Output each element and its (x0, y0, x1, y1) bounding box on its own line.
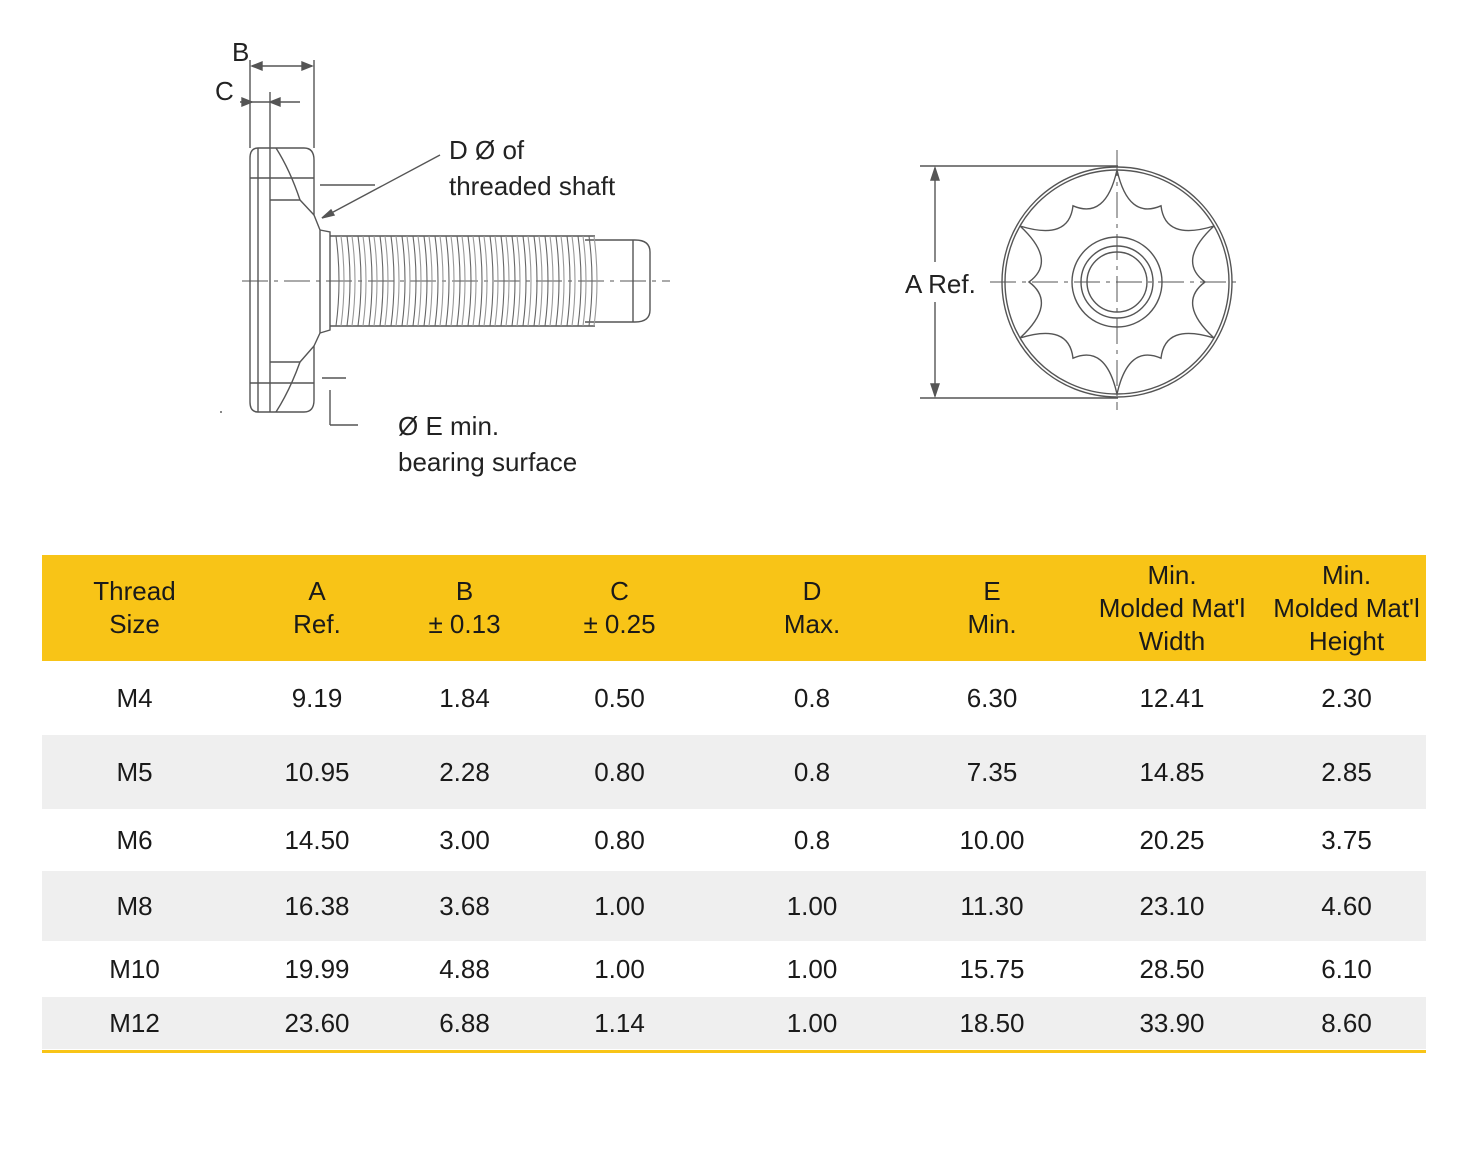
table-cell: M12 (109, 1007, 160, 1038)
header-b: B ± 0.13 (428, 576, 501, 639)
header-molded-width: Min. Molded Mat'l Width (1098, 559, 1246, 656)
table-cell: 4.60 (1321, 890, 1372, 921)
table-cell: 14.85 (1139, 756, 1205, 787)
table-cell: 6.30 (966, 682, 1018, 713)
dimension-a-label: A Ref. (905, 269, 976, 299)
fastener-drawing (220, 60, 1242, 426)
table-cell: 1.00 (786, 953, 838, 984)
table-cell: 2.28 (439, 756, 490, 787)
table-cell: 3.75 (1321, 824, 1372, 855)
table-cell: 0.80 (594, 824, 645, 855)
dimension-b-label: B (232, 37, 250, 67)
table-cell: 28.50 (1139, 953, 1205, 984)
header-c: C ± 0.25 (583, 576, 656, 639)
table-row: M5 10.95 2.28 0.80 0.8 7.35 14.85 2.85 (42, 735, 1426, 809)
table-cell: 2.30 (1321, 682, 1372, 713)
table-bottom-rule (42, 1050, 1426, 1053)
dimension-d-label-line1: D Ø of (449, 135, 525, 165)
table-cell: 10.00 (959, 824, 1025, 855)
table-cell: 1.84 (439, 682, 490, 713)
table-cell: 0.8 (793, 756, 831, 787)
table-cell: M10 (109, 953, 160, 984)
table-cell: 19.99 (284, 953, 350, 984)
lobe-outline (1019, 169, 1215, 395)
table-cell: 12.41 (1139, 682, 1205, 713)
table-cell: 23.60 (284, 1007, 350, 1038)
table-cell: 6.88 (439, 1007, 490, 1038)
table-cell: 18.50 (959, 1007, 1025, 1038)
table-cell: 0.8 (793, 682, 831, 713)
table-cell: 3.68 (439, 890, 490, 921)
table-cell: 33.90 (1139, 1007, 1205, 1038)
header-molded-height: Min. Molded Mat'l Height (1273, 559, 1420, 656)
table-cell: 3.00 (439, 824, 490, 855)
table-cell: 1.00 (594, 890, 645, 921)
table-cell: M4 (116, 682, 153, 713)
header-d: D Max. (783, 576, 841, 639)
table-cell: 4.88 (439, 953, 490, 984)
table-row: M6 14.50 3.00 0.80 0.8 10.00 20.25 3.75 (42, 809, 1426, 871)
table-cell: 7.35 (966, 756, 1018, 787)
table-cell: 16.38 (284, 890, 350, 921)
table-cell: 0.80 (594, 756, 645, 787)
table-cell: 1.00 (786, 1007, 838, 1038)
dimension-c-label: C (215, 76, 234, 106)
header-thread-size: Thread Size (93, 576, 176, 639)
table-cell: M8 (116, 890, 153, 921)
table-cell: 15.75 (959, 953, 1025, 984)
table-cell: 14.50 (284, 824, 350, 855)
header-a: A Ref. (293, 576, 341, 639)
table-row: M10 19.99 4.88 1.00 1.00 15.75 28.50 6.10 (42, 941, 1426, 997)
table-cell: 1.14 (594, 1007, 645, 1038)
table-cell: 1.00 (786, 890, 838, 921)
table-row: M12 23.60 6.88 1.14 1.00 18.50 33.90 8.60 (42, 997, 1426, 1049)
table-cell: 0.50 (594, 682, 645, 713)
end-view (920, 150, 1242, 410)
header-e: E Min. (967, 576, 1017, 639)
dimension-table: Thread Size A Ref. B ± 0.13 C ± 0.25 D Max. E… (42, 555, 1426, 1049)
table-cell: 20.25 (1139, 824, 1205, 855)
table-cell: 23.10 (1139, 890, 1205, 921)
dimension-e-label-line1: Ø E min. (398, 411, 500, 441)
table-row: M4 9.19 1.84 0.50 0.8 6.30 12.41 2.30 (42, 661, 1426, 735)
dimension-d-label-line2: threaded shaft (449, 171, 616, 201)
table-cell: 11.30 (960, 890, 1024, 921)
table-cell: 2.85 (1321, 756, 1372, 787)
table-row: M8 16.38 3.68 1.00 1.00 11.30 23.10 4.60 (42, 871, 1426, 941)
dimension-e-label-line2: bearing surface (398, 447, 578, 477)
side-view (220, 60, 670, 426)
table-cell: 0.8 (793, 824, 831, 855)
table-cell: M5 (116, 756, 153, 787)
table-cell: M6 (116, 824, 153, 855)
thread-lines (335, 235, 598, 327)
table-cell: 10.95 (284, 756, 350, 787)
table-cell: 1.00 (594, 953, 645, 984)
table-cell: 8.60 (1321, 1007, 1372, 1038)
table-cell: 6.10 (1321, 953, 1372, 984)
table-header-row: Thread Size A Ref. B ± 0.13 C ± 0.25 D Max. E… (42, 555, 1426, 661)
table-cell: 9.19 (291, 682, 343, 713)
